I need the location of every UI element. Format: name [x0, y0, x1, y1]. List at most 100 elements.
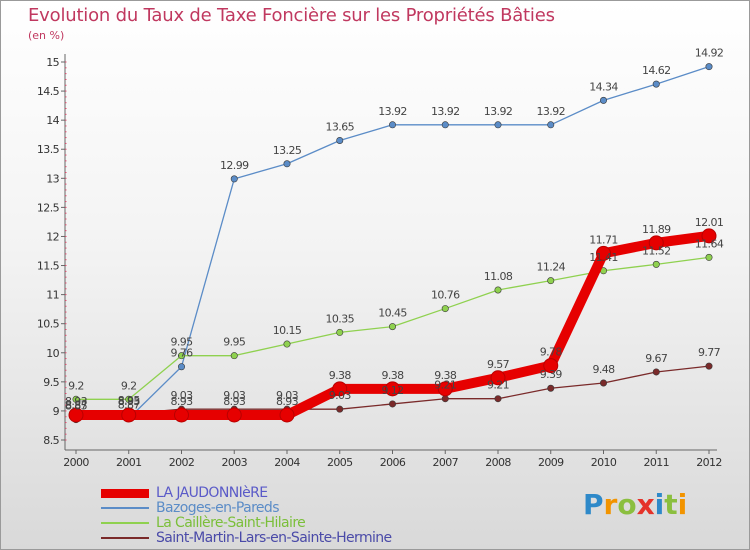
data-point — [125, 395, 133, 403]
data-label: 9.39 — [540, 368, 563, 381]
data-point — [279, 407, 295, 423]
data-point — [226, 407, 242, 423]
data-label: 9.03 — [223, 389, 246, 402]
data-point — [385, 381, 400, 397]
logo-letter: x — [636, 488, 655, 521]
data-point — [283, 160, 291, 168]
data-point — [178, 363, 186, 371]
data-point — [230, 175, 238, 183]
data-label: 10.35 — [326, 312, 355, 325]
data-label: 9.77 — [698, 346, 721, 359]
x-tick-label: 2009 — [538, 456, 564, 469]
legend-swatch — [101, 522, 149, 524]
data-label: 10.15 — [273, 324, 302, 337]
data-label: 8.95 — [118, 394, 141, 407]
data-point — [652, 80, 660, 88]
data-label: 13.92 — [431, 105, 460, 118]
x-tick-label: 2011 — [643, 456, 669, 469]
data-label: 13.92 — [537, 105, 566, 118]
x-tick-label: 2010 — [591, 456, 617, 469]
data-label: 11.52 — [642, 244, 671, 257]
data-point — [121, 407, 137, 423]
data-point — [441, 121, 449, 129]
data-label: 12.01 — [695, 216, 724, 229]
data-label: 9.2 — [68, 379, 84, 392]
data-label: 9.67 — [645, 352, 668, 365]
y-tick-label: 11 — [46, 289, 59, 302]
data-point — [705, 253, 713, 261]
data-label: 14.62 — [642, 64, 671, 77]
data-point — [652, 260, 660, 268]
y-tick-label: 12.5 — [37, 201, 60, 214]
data-point — [543, 358, 559, 374]
y-tick-label: 9.5 — [43, 376, 59, 389]
line-chart: 8.5 9 9.5 10 10.5 11 11.5 12 12.5 13 13.5 14 14.5 15 2… — [37, 47, 725, 469]
data-point — [388, 323, 396, 331]
data-label: 11.71 — [589, 233, 618, 246]
data-point — [494, 121, 502, 129]
data-label: 11.24 — [537, 261, 566, 274]
data-label: 14.34 — [589, 80, 618, 93]
data-label: 9.03 — [329, 389, 352, 402]
data-point — [652, 368, 660, 376]
data-point — [332, 381, 348, 397]
x-tick-label: 2008 — [485, 456, 511, 469]
proxiti-logo: Proxiti — [583, 488, 687, 521]
data-point — [437, 381, 453, 397]
y-tick-label: 12 — [46, 230, 59, 243]
data-label: 9.21 — [487, 379, 509, 392]
data-label: 9.2 — [121, 379, 137, 392]
data-point — [494, 395, 502, 403]
x-tick-label: 2001 — [116, 456, 142, 469]
data-point — [705, 362, 713, 370]
data-labels: 8.87 8.87 9.76 12.99 13.25 13.65 13.92 13.92 13.… — [65, 47, 724, 413]
y-tick-label: 9 — [53, 405, 60, 418]
data-point — [648, 235, 664, 251]
data-point — [701, 228, 717, 244]
data-label: 9.76 — [170, 347, 193, 360]
y-tick-label: 13 — [46, 172, 59, 185]
y-tick-label: 10 — [46, 347, 59, 360]
data-point — [596, 245, 611, 261]
legend-swatch — [101, 507, 149, 509]
data-point — [547, 384, 555, 392]
data-label: 9.38 — [381, 369, 404, 382]
data-label: 8.87 — [65, 398, 88, 411]
data-point — [705, 63, 713, 71]
logo-letter: o — [617, 488, 637, 521]
data-label: 9.48 — [592, 363, 615, 376]
data-label: 9.12 — [381, 384, 403, 397]
data-point — [336, 137, 344, 145]
x-tick-label: 2002 — [169, 456, 195, 469]
chart-subtitle: (en %) — [28, 29, 65, 42]
y-tick-label: 14 — [46, 114, 59, 127]
y-tick-label: 8.5 — [43, 434, 59, 447]
x-tick-label: 2007 — [432, 456, 458, 469]
data-label: 9.38 — [329, 369, 352, 382]
data-label: 8.87 — [118, 398, 141, 411]
logo-letter: i — [654, 488, 665, 521]
data-point — [174, 407, 189, 423]
data-label: 9.57 — [487, 358, 510, 371]
x-tick-label: 2004 — [274, 456, 300, 469]
legend-label: Bazoges-en-Pareds — [156, 500, 280, 516]
x-tick-label: 2006 — [380, 456, 406, 469]
data-point — [336, 405, 344, 413]
data-label: 14.92 — [695, 47, 724, 60]
data-label: 8.93 — [65, 395, 88, 408]
x-tick-label: 2012 — [696, 456, 722, 469]
data-label: 9.03 — [170, 389, 193, 402]
data-label: 9.95 — [170, 336, 193, 349]
data-point — [178, 352, 186, 360]
legend-label: Saint-Martin-Lars-en-Sainte-Hermine — [156, 530, 392, 546]
data-label: 11.64 — [695, 237, 724, 250]
data-label: 8.93 — [170, 395, 193, 408]
data-point — [230, 352, 238, 360]
data-point — [441, 305, 449, 313]
logo-letter: P — [583, 488, 604, 521]
data-point — [547, 121, 555, 129]
data-label: 10.76 — [431, 289, 460, 302]
legend-swatch — [101, 489, 149, 498]
data-point — [547, 277, 555, 285]
